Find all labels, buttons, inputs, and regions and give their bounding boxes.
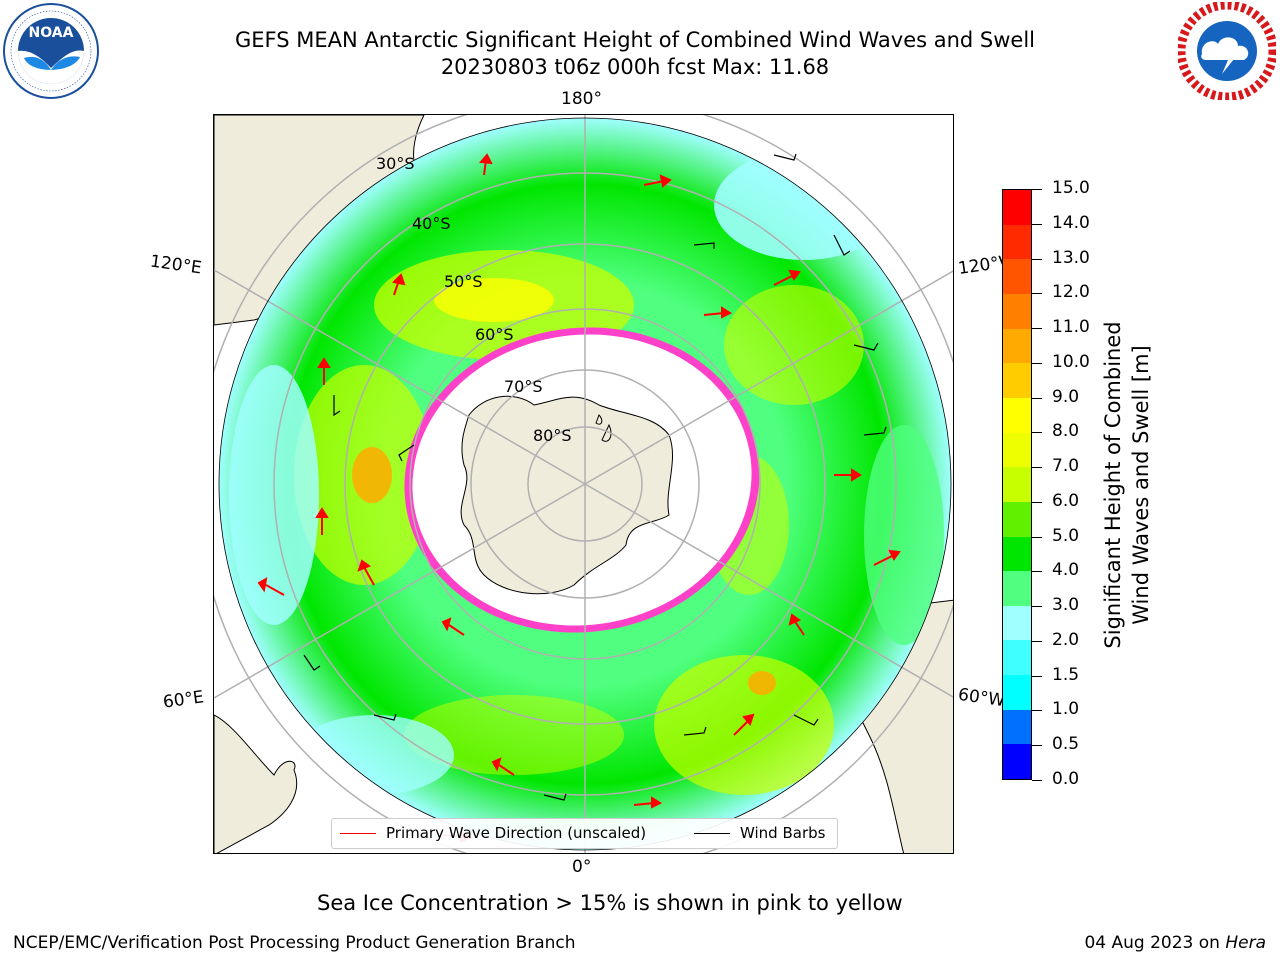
lon-label-0: 0° [572,857,592,877]
lat-label-70s: 70°S [504,377,543,396]
colorbar-segment [1003,328,1031,364]
colorbar-segment [1003,675,1031,710]
colorbar-tick-label: 12.0 [1052,282,1090,303]
colorbar-tick-label: 7.0 [1052,456,1080,477]
footer-date: 04 Aug 2023 on Hera [1084,933,1266,953]
noaa-logo: NOAA [3,3,99,99]
lat-label-50s: 50°S [444,272,483,291]
colorbar-segment [1003,467,1031,502]
lat-label-80s: 80°S [533,426,572,445]
colorbar-segment [1003,259,1031,295]
colorbar-segment [1003,294,1031,329]
colorbar [1002,189,1032,780]
colorbar-tick [1032,745,1042,747]
colorbar-segment [1003,744,1031,779]
colorbar-tick [1032,536,1042,538]
svg-text:NOAA: NOAA [29,25,74,41]
africa-land [214,714,298,853]
lat-label-60s: 60°S [475,325,514,344]
footer-host: Hera [1225,933,1266,953]
colorbar-tick-label: 3.0 [1052,595,1080,616]
colorbar-tick-label: 13.0 [1052,247,1090,268]
colorbar-tick-label: 15.0 [1052,178,1090,198]
colorbar-tick-label: 11.0 [1052,317,1090,338]
colorbar-tick [1032,501,1042,503]
colorbar-tick [1032,397,1042,399]
colorbar-tick [1032,293,1042,295]
colorbar-tick-label: 6.0 [1052,490,1080,511]
colorbar-title-line1: Significant Height of Combined [1101,321,1125,649]
wind-barbs [303,153,887,801]
colorbar-tick [1032,640,1042,642]
colorbar-tick [1032,675,1042,677]
footer-branch: NCEP/EMC/Verification Post Processing Pr… [13,933,576,953]
colorbar-segment [1003,640,1031,676]
legend-label-barbs: Wind Barbs [740,824,826,842]
colorbar-tick [1032,223,1042,225]
colorbar-segment [1003,190,1031,225]
map-title: GEFS MEAN Antarctic Significant Height o… [234,28,1036,52]
polar-map: 30°S 40°S 50°S 60°S 70°S 80°S [214,115,953,853]
colorbar-segment [1003,432,1031,468]
colorbar-tick [1032,710,1042,712]
footer-date-text: 04 Aug 2023 on [1084,933,1226,953]
colorbar-tick [1032,258,1042,260]
lon-label-180: 180° [561,89,602,109]
legend-item-barbs: Wind Barbs [694,824,825,842]
colorbar-title: Significant Height of Combined Wind Wave… [1099,321,1155,648]
legend-black-line [694,832,730,834]
colorbar-tick [1032,780,1042,781]
colorbar-segment [1003,709,1031,745]
colorbar-tick-label: 10.0 [1052,351,1090,372]
colorbar-tick [1032,606,1042,608]
map-panel: 30°S 40°S 50°S 60°S 70°S 80°S [213,114,954,854]
colorbar-tick-label: 14.0 [1052,212,1090,233]
colorbar-segment [1003,501,1031,537]
colorbar-tick-label: 2.0 [1052,629,1080,650]
colorbar-tick [1032,432,1042,434]
colorbar-tick-label: 5.0 [1052,525,1080,546]
lat-label-40s: 40°S [412,214,451,233]
colorbar-segment [1003,536,1031,572]
colorbar-tick-label: 0.0 [1052,769,1080,789]
colorbar-tick-label: 4.0 [1052,560,1080,581]
colorbar-tick [1032,328,1042,330]
colorbar-tick-label: 0.5 [1052,734,1080,755]
colorbar-tick-label: 1.5 [1052,664,1080,685]
lon-label-60w: 60°W [956,684,1007,712]
colorbar-tick [1032,362,1042,364]
colorbar-segment [1003,397,1031,433]
colorbar-tick-label: 1.0 [1052,699,1080,720]
lon-label-60e: 60°E [161,687,206,713]
colorbar-tick [1032,571,1042,573]
lon-label-120e: 120°E [148,251,203,279]
legend-label-wave: Primary Wave Direction (unscaled) [386,824,647,842]
nws-logo [1178,2,1276,100]
colorbar-tick-label: 9.0 [1052,386,1080,407]
legend-item-wave: Primary Wave Direction (unscaled) [340,824,646,842]
map-legend: Primary Wave Direction (unscaled) Wind B… [331,818,838,849]
colorbar-tick [1032,467,1042,469]
legend-red-line [340,832,376,834]
sea-ice-caption: Sea Ice Concentration > 15% is shown in … [317,891,903,915]
colorbar-segment [1003,363,1031,398]
colorbar-segment [1003,605,1031,641]
colorbar-segment [1003,571,1031,606]
colorbar-tick-label: 8.0 [1052,421,1080,442]
colorbar-tick [1032,189,1042,190]
colorbar-segment [1003,224,1031,260]
colorbar-title-line2: Wind Waves and Swell [m] [1129,345,1153,625]
lat-label-30s: 30°S [376,154,415,173]
map-subtitle: 20230803 t06z 000h fcst Max: 11.68 [440,55,830,79]
